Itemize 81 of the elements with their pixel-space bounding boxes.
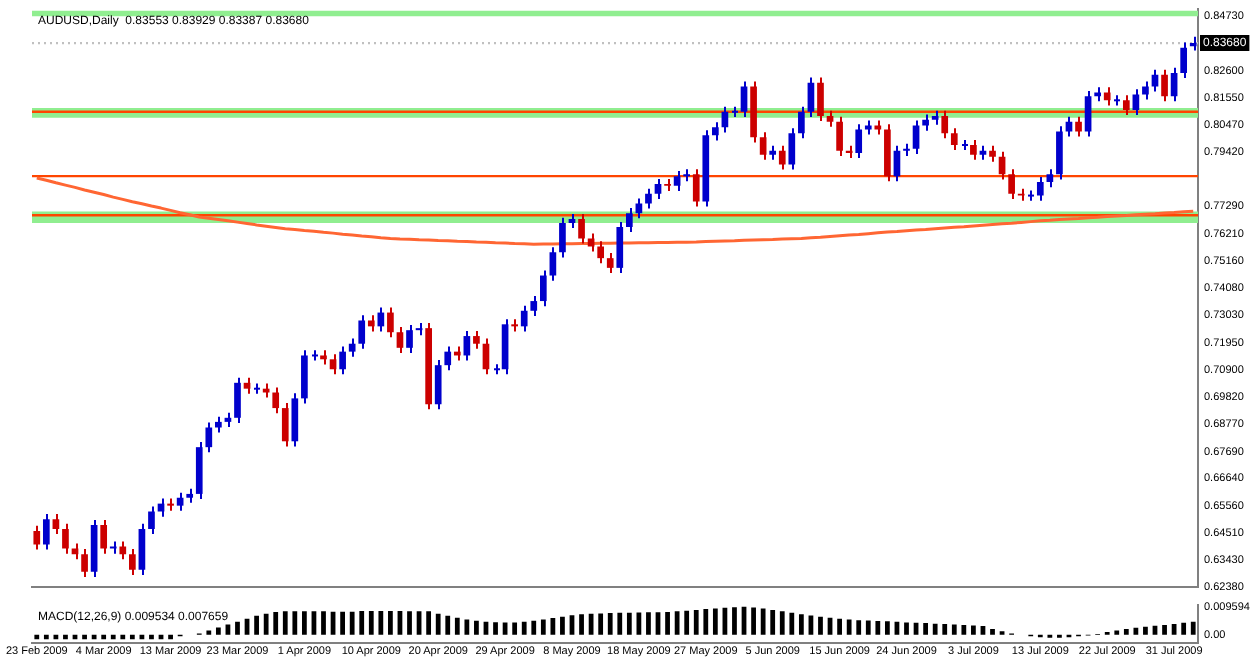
bar xyxy=(407,611,412,635)
bar xyxy=(474,620,479,635)
bar xyxy=(378,611,384,635)
bar xyxy=(1143,626,1148,635)
bar xyxy=(598,613,604,635)
bar xyxy=(550,618,556,635)
bar xyxy=(617,612,623,635)
bar xyxy=(951,624,957,635)
bar xyxy=(674,611,680,635)
bar xyxy=(531,620,537,635)
bar xyxy=(856,620,862,635)
bar xyxy=(302,611,307,635)
bar xyxy=(665,611,670,635)
bar xyxy=(215,627,221,635)
bar xyxy=(760,608,766,635)
bar xyxy=(292,611,298,635)
bar xyxy=(961,624,967,635)
bar xyxy=(63,634,68,640)
bar xyxy=(464,619,470,635)
bar xyxy=(388,611,393,635)
bar xyxy=(82,634,87,640)
bar xyxy=(454,617,460,635)
bar xyxy=(120,634,126,640)
bar xyxy=(43,634,49,640)
bar xyxy=(426,611,432,635)
bar xyxy=(732,607,737,635)
bar xyxy=(1162,624,1167,635)
bar xyxy=(885,621,890,635)
bar xyxy=(560,616,565,635)
bar xyxy=(751,607,756,635)
bar xyxy=(693,609,699,635)
bar xyxy=(607,613,613,635)
bar xyxy=(349,611,355,635)
bar xyxy=(273,611,279,635)
bar xyxy=(837,618,842,635)
bar xyxy=(521,621,527,635)
bar xyxy=(435,613,441,635)
bar xyxy=(368,611,374,635)
bar xyxy=(971,625,976,635)
bar xyxy=(263,613,269,635)
bar xyxy=(904,622,909,635)
bar xyxy=(798,614,804,635)
bar xyxy=(789,612,795,635)
bar xyxy=(846,619,852,635)
bar xyxy=(990,628,995,635)
bar xyxy=(1133,627,1139,635)
bar xyxy=(254,615,259,635)
bar xyxy=(540,619,546,635)
bar xyxy=(101,634,107,640)
bar xyxy=(875,621,881,635)
bar xyxy=(1190,621,1196,635)
bar xyxy=(282,611,288,635)
bar xyxy=(942,623,948,635)
bar xyxy=(932,623,938,635)
bar xyxy=(1181,622,1187,635)
bar xyxy=(149,634,154,640)
bar xyxy=(340,611,345,635)
bar xyxy=(712,608,718,635)
bar xyxy=(91,634,97,640)
bar xyxy=(865,620,871,635)
bar xyxy=(512,622,518,635)
bar xyxy=(923,623,928,635)
bar xyxy=(626,612,632,635)
bar xyxy=(445,615,451,635)
bar xyxy=(34,634,40,640)
bar xyxy=(235,621,240,635)
bar xyxy=(110,634,116,640)
bar xyxy=(684,610,690,635)
bar xyxy=(579,614,584,635)
bar xyxy=(646,612,651,635)
bar xyxy=(168,634,173,640)
bar xyxy=(779,611,785,635)
bar xyxy=(321,611,326,635)
bar xyxy=(359,611,365,635)
bar xyxy=(493,622,498,635)
bar xyxy=(818,616,823,635)
bar xyxy=(770,609,776,635)
candlestick xyxy=(311,349,319,362)
bar xyxy=(1123,628,1129,635)
bar xyxy=(703,609,709,635)
bar xyxy=(129,634,135,640)
